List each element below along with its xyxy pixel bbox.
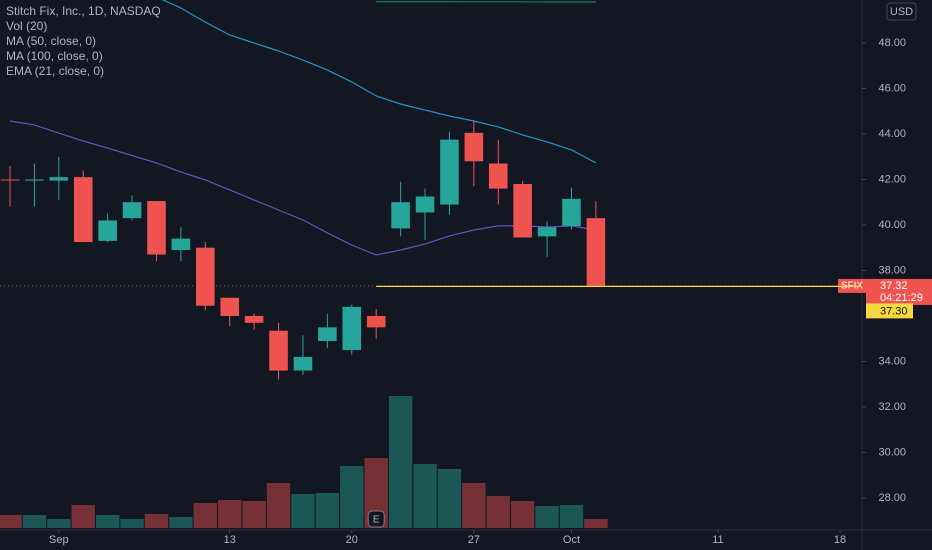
candle-body (220, 297, 239, 316)
candle-body (0, 179, 20, 181)
volume-bar (0, 515, 22, 528)
candle-body (342, 306, 362, 351)
indicator-line (161, 0, 597, 164)
candle-body (147, 201, 166, 255)
price-badge (866, 278, 932, 305)
x-tick-label: 13 (224, 534, 236, 546)
volume-bar (266, 483, 291, 528)
candle-body (49, 177, 69, 181)
volume-bar (193, 503, 218, 528)
chart-title: Stitch Fix, Inc., 1D, NASDAQ (6, 4, 161, 18)
x-tick-label: 18 (834, 534, 846, 546)
candle-body (318, 327, 337, 341)
volume-bar (413, 464, 437, 528)
y-tick-label: 38.00 (878, 264, 906, 276)
candle-body (269, 330, 288, 371)
axes: 48.00 46.00 44.00 42.00 40.00 38.00 34.00 32.00… (49, 37, 906, 546)
volume-bar (218, 500, 242, 528)
volume-bar (169, 517, 193, 528)
candles (0, 120, 606, 380)
candle-body (391, 202, 410, 229)
y-tick-label: 46.00 (878, 82, 906, 94)
candle-body (25, 179, 44, 181)
price-line-badge (866, 303, 913, 319)
candle-body (513, 184, 532, 238)
candle-body (440, 139, 459, 205)
currency-box[interactable] (886, 2, 917, 21)
volume-bar (47, 519, 71, 528)
volume-bar (95, 515, 120, 528)
legend-entry: MA (50, close, 0) (6, 34, 96, 48)
y-tick-label: 30.00 (878, 446, 906, 458)
y-tick-label: 34.00 (878, 355, 906, 367)
candle-body (171, 238, 191, 250)
candle-body (98, 220, 117, 241)
volume-bar (242, 501, 266, 528)
volume-bar (315, 493, 340, 528)
volume-bar (388, 396, 413, 528)
volume-bar (535, 506, 559, 528)
price-line-label: 37.30 (880, 305, 908, 317)
volume-bar (437, 469, 462, 528)
candle-body (415, 196, 435, 213)
x-tick-label: 27 (468, 534, 480, 546)
candle-body (196, 247, 215, 306)
y-tick-label: 42.00 (878, 173, 906, 185)
candle-body (464, 132, 484, 162)
candle-body (366, 315, 386, 328)
volume-bar (462, 483, 486, 528)
candle-body (586, 218, 606, 286)
earnings-label: E (373, 515, 380, 526)
volume-bar (364, 458, 388, 528)
y-tick-label: 32.00 (878, 401, 906, 413)
candle-body (122, 202, 142, 219)
x-tick-label: 20 (346, 534, 358, 546)
volume-bar (510, 501, 535, 528)
volume-bar (291, 494, 315, 528)
volume-bar (71, 505, 95, 528)
x-tick-label: Sep (49, 534, 69, 546)
volume-bar (559, 505, 584, 528)
y-tick-label: 48.00 (878, 37, 906, 49)
volume-pane (0, 396, 608, 528)
volume-bar (340, 466, 364, 528)
candle-body (73, 177, 93, 243)
volume-bar (486, 496, 510, 528)
candle-body (562, 198, 581, 227)
volume-bar (22, 515, 47, 528)
x-tick-label: Oct (563, 534, 580, 546)
legend-entry: EMA (21, close, 0) (6, 64, 104, 78)
candle-body (537, 227, 557, 237)
candle-body (244, 315, 264, 323)
indicator-lines (9, 0, 597, 256)
price-label: 37.32 (880, 280, 908, 292)
y-tick-label: 28.00 (878, 492, 906, 504)
currency: USD (890, 6, 913, 18)
legend-entry: MA (100, close, 0) (6, 49, 103, 63)
volume-bar (144, 514, 169, 528)
legend-entry: Vol (20) (6, 19, 47, 33)
y-tick-label: 44.00 (878, 128, 906, 140)
candle-body (488, 163, 508, 189)
earnings-marker (367, 510, 385, 528)
x-tick-label: 11 (712, 534, 723, 546)
y-tick-label: 40.00 (878, 219, 906, 231)
indicator-line (9, 120, 596, 256)
volume-bar (584, 519, 608, 528)
volume-bar (120, 519, 144, 528)
candle-body (293, 356, 313, 371)
countdown-label: 04:21:29 (880, 292, 923, 304)
